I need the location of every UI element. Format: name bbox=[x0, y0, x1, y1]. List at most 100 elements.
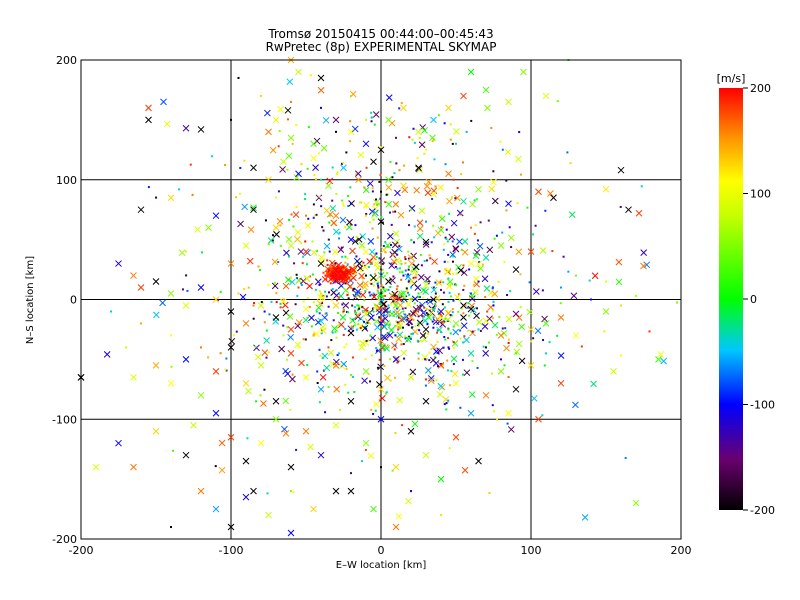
data-point-dot bbox=[501, 148, 504, 151]
data-point-dot bbox=[271, 239, 274, 242]
data-point-dot bbox=[407, 336, 410, 339]
data-point-dot bbox=[307, 217, 310, 220]
data-point-dot bbox=[349, 140, 352, 143]
data-point-dot bbox=[449, 123, 452, 126]
data-point-cross bbox=[346, 218, 353, 226]
data-point-dot bbox=[501, 327, 504, 330]
data-point-dot bbox=[449, 314, 452, 317]
data-point-dot bbox=[575, 274, 577, 277]
data-point-cross bbox=[319, 327, 327, 334]
data-point-dot bbox=[467, 329, 470, 332]
data-point-dot bbox=[388, 323, 391, 326]
data-point-cross bbox=[417, 273, 425, 281]
data-point-dot bbox=[339, 408, 342, 411]
data-point-dot bbox=[336, 171, 339, 174]
data-point-cross bbox=[272, 415, 280, 423]
data-point-dot bbox=[484, 295, 487, 298]
data-point-dot bbox=[345, 367, 348, 370]
data-point-dot bbox=[335, 192, 338, 195]
data-point-dot bbox=[254, 345, 257, 348]
data-point-dot bbox=[394, 376, 397, 379]
data-point-dot bbox=[449, 384, 452, 387]
data-point-dot bbox=[312, 301, 315, 304]
data-point-cross bbox=[361, 377, 368, 385]
data-point-dot bbox=[496, 418, 499, 421]
data-point-dot bbox=[399, 259, 402, 262]
data-point-dot bbox=[310, 325, 313, 328]
data-point-cross bbox=[331, 248, 339, 256]
data-point-cross bbox=[347, 487, 355, 495]
data-point-dot bbox=[412, 241, 415, 244]
data-point-cross bbox=[351, 238, 359, 245]
data-point-cross bbox=[657, 350, 665, 358]
data-point-cross bbox=[318, 258, 326, 265]
data-point-dot bbox=[451, 240, 454, 243]
data-point-cross bbox=[130, 463, 137, 471]
data-point-cross bbox=[316, 293, 324, 301]
data-point-dot bbox=[407, 265, 410, 268]
data-point-cross bbox=[314, 278, 322, 286]
data-point-dot bbox=[379, 303, 382, 306]
data-point-dot bbox=[422, 334, 425, 337]
data-point-dot bbox=[676, 301, 679, 304]
data-point-cross bbox=[407, 373, 415, 381]
data-point-dot bbox=[588, 279, 591, 282]
data-point-cross bbox=[280, 158, 287, 166]
data-point-dot bbox=[421, 315, 424, 318]
data-point-dot bbox=[353, 324, 356, 327]
data-point-cross bbox=[437, 226, 445, 234]
data-point-dot bbox=[509, 290, 512, 293]
data-point-dot bbox=[431, 197, 434, 200]
data-point-dot bbox=[476, 239, 479, 242]
data-point-cross bbox=[295, 68, 302, 76]
data-point-cross bbox=[422, 288, 429, 295]
data-point-dot bbox=[267, 351, 270, 354]
data-point-dot bbox=[355, 328, 358, 331]
data-point-dot bbox=[402, 326, 405, 329]
data-point-cross bbox=[362, 310, 370, 318]
data-point-cross bbox=[278, 345, 286, 353]
data-point-cross bbox=[178, 249, 186, 257]
data-point-dot bbox=[384, 201, 387, 204]
data-point-cross bbox=[392, 463, 400, 471]
data-point-cross bbox=[367, 238, 375, 245]
data-point-dot bbox=[401, 271, 404, 274]
data-point-dot bbox=[304, 338, 307, 341]
data-point-dot bbox=[436, 340, 439, 343]
colorbar-tick-label: 200 bbox=[750, 82, 771, 95]
data-point-dot bbox=[309, 74, 312, 77]
data-point-cross bbox=[467, 409, 475, 417]
data-point-cross bbox=[282, 430, 290, 437]
data-point-cross bbox=[497, 242, 505, 249]
data-point-dot bbox=[171, 449, 174, 452]
data-point-dot bbox=[450, 295, 453, 298]
data-point-cross bbox=[265, 511, 272, 519]
data-point-cross bbox=[373, 317, 380, 325]
data-point-dot bbox=[532, 233, 535, 236]
data-point-dot bbox=[353, 390, 356, 393]
data-point-dot bbox=[302, 300, 305, 303]
x-tick-labels: -200 -100 0 100 200 bbox=[69, 544, 692, 557]
data-point-cross bbox=[322, 116, 330, 124]
data-point-dot bbox=[432, 286, 435, 289]
data-point-dot bbox=[337, 296, 340, 299]
data-point-cross bbox=[568, 211, 576, 218]
data-point-dot bbox=[355, 173, 358, 176]
data-point-cross bbox=[453, 293, 461, 301]
data-point-dot bbox=[189, 163, 192, 166]
data-point-cross bbox=[130, 272, 137, 279]
data-point-dot bbox=[507, 341, 510, 344]
data-point-dot bbox=[485, 346, 487, 349]
data-point-cross bbox=[319, 373, 327, 381]
data-point-dot bbox=[305, 263, 308, 266]
data-point-cross bbox=[430, 286, 438, 294]
data-point-dot bbox=[365, 310, 368, 313]
data-point-dot bbox=[403, 357, 406, 360]
data-point-dot bbox=[473, 232, 476, 235]
data-point-dot bbox=[459, 329, 462, 332]
data-point-dot bbox=[324, 274, 327, 277]
data-point-dot bbox=[125, 346, 127, 349]
data-point-cross bbox=[384, 374, 391, 382]
data-point-dot bbox=[436, 329, 439, 332]
data-point-dot bbox=[472, 283, 475, 286]
